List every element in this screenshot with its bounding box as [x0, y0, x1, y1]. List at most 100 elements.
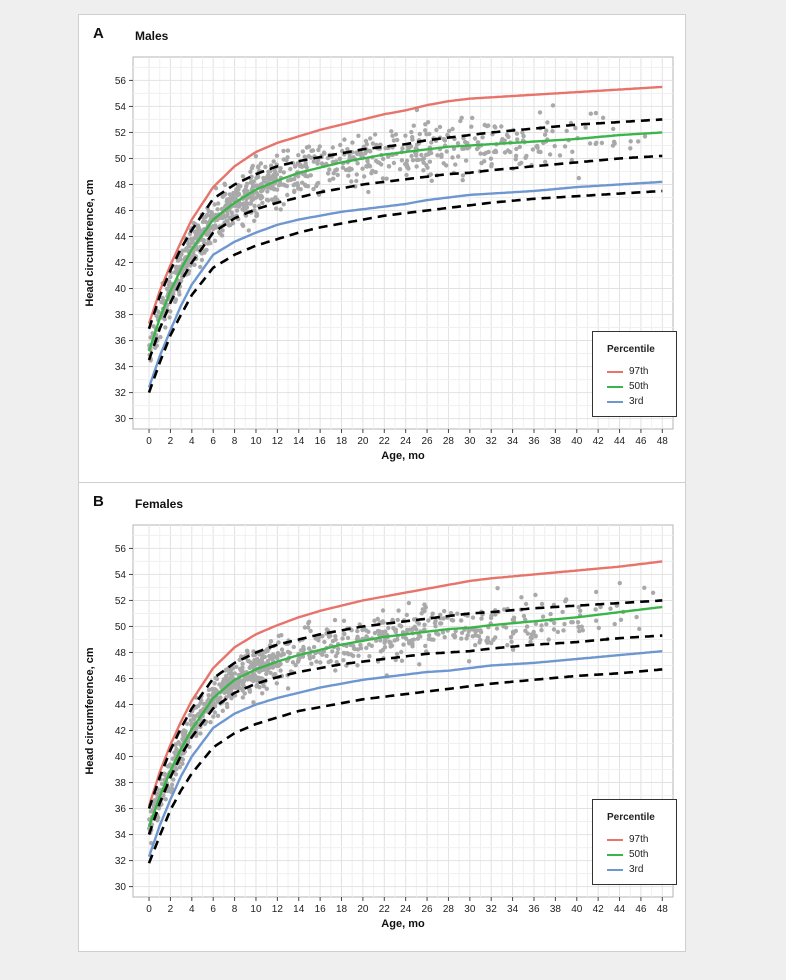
- scatter-point: [424, 152, 429, 157]
- scatter-point: [578, 608, 583, 613]
- scatter-point: [397, 623, 402, 628]
- x-tick-label: 6: [210, 904, 216, 915]
- scatter-point: [211, 714, 216, 719]
- scatter-point: [231, 682, 237, 687]
- scatter-point: [254, 684, 259, 689]
- scatter-point: [258, 161, 264, 166]
- scatter-point: [485, 640, 490, 645]
- scatter-point: [341, 658, 346, 663]
- scatter-point: [433, 618, 438, 624]
- scatter-point: [356, 653, 361, 658]
- scatter-point: [268, 169, 273, 174]
- scatter-point: [212, 710, 218, 715]
- scatter-point: [557, 153, 563, 158]
- scatter-point: [513, 157, 518, 162]
- scatter-point: [296, 174, 301, 179]
- scatter-point: [423, 643, 428, 649]
- y-tick-label: 34: [115, 830, 127, 841]
- scatter-point: [434, 127, 439, 133]
- y-tick-label: 52: [115, 596, 127, 607]
- scatter-point: [535, 145, 540, 150]
- scatter-point: [445, 132, 450, 138]
- scatter-point: [236, 187, 241, 192]
- scatter-point: [199, 257, 205, 263]
- scatter-point: [427, 159, 433, 164]
- y-tick-label: 56: [115, 544, 127, 555]
- scatter-point: [523, 601, 529, 607]
- scatter-point: [442, 608, 447, 614]
- legend-label-97th: 97th: [629, 834, 649, 845]
- scatter-point: [175, 258, 181, 263]
- scatter-point: [349, 167, 354, 172]
- scatter-point: [394, 651, 400, 657]
- scatter-point: [421, 168, 426, 173]
- scatter-point: [427, 633, 432, 638]
- scatter-point: [340, 165, 346, 170]
- scatter-point: [259, 193, 264, 199]
- scatter-point: [562, 621, 567, 627]
- scatter-point: [530, 147, 536, 152]
- scatter-point: [327, 178, 332, 183]
- scatter-point: [383, 638, 388, 643]
- legend-label-50th: 50th: [629, 381, 649, 392]
- scatter-point: [239, 667, 245, 673]
- scatter-point: [470, 634, 475, 639]
- reference-dashed-line-5: [147, 668, 663, 864]
- legend-swatch-97th: [607, 370, 623, 373]
- scatter-point: [393, 627, 398, 632]
- scatter-point: [366, 642, 372, 647]
- scatter-point: [252, 659, 258, 664]
- scatter-point: [219, 682, 225, 688]
- scatter-point: [292, 189, 297, 195]
- scatter-point: [360, 166, 365, 171]
- scatter-point: [227, 192, 232, 197]
- scatter-point: [368, 136, 373, 141]
- scatter-point: [333, 653, 339, 659]
- series-line-50th: [147, 605, 663, 828]
- scatter-point: [343, 167, 349, 173]
- scatter-point: [399, 658, 405, 663]
- scatter-point: [370, 141, 376, 146]
- scatter-point: [460, 173, 466, 178]
- scatter-point: [342, 137, 347, 142]
- scatter-point: [184, 721, 190, 726]
- scatter-point: [459, 115, 464, 121]
- scatter-point: [427, 149, 432, 154]
- scatter-point: [470, 615, 476, 620]
- scatter-point: [366, 189, 371, 195]
- scatter-point: [240, 661, 245, 666]
- scatter-point: [281, 202, 286, 207]
- scatter-point: [372, 132, 378, 137]
- scatter-point: [341, 618, 347, 623]
- scatter-point: [180, 761, 185, 766]
- scatter-point: [395, 137, 400, 143]
- scatter-point: [439, 152, 444, 157]
- scatter-point: [215, 207, 220, 212]
- scatter-point: [430, 611, 435, 616]
- scatter-point: [404, 158, 410, 163]
- legend-label-50th: 50th: [629, 849, 649, 860]
- scatter-point: [256, 661, 261, 667]
- scatter-point: [212, 238, 218, 243]
- scatter-point: [173, 772, 179, 777]
- scatter-point: [459, 630, 465, 635]
- scatter-point: [173, 750, 178, 755]
- scatter-point: [367, 654, 372, 659]
- series-line-97th: [147, 560, 663, 807]
- scatter-point: [169, 786, 175, 791]
- scatter-point: [254, 678, 259, 683]
- chart-females: 0 2 4 6 8 10 12 14 16 18 20 22 24 26 28 30 32 34 36 38 40 42 4…: [84, 524, 674, 930]
- scatter-point: [240, 688, 245, 693]
- scatter-point: [163, 325, 168, 330]
- panel-title-females: Females: [135, 497, 184, 511]
- x-tick-label: 14: [293, 436, 305, 447]
- scatter-point: [318, 660, 323, 665]
- scatter-point: [576, 604, 581, 610]
- scatter-point: [642, 585, 647, 590]
- scatter-point: [244, 648, 250, 654]
- scatter-point: [206, 693, 211, 698]
- scatter-point: [539, 601, 545, 607]
- scatter-point: [295, 659, 301, 664]
- scatter-point: [162, 317, 167, 322]
- y-tick-label: 36: [115, 336, 127, 347]
